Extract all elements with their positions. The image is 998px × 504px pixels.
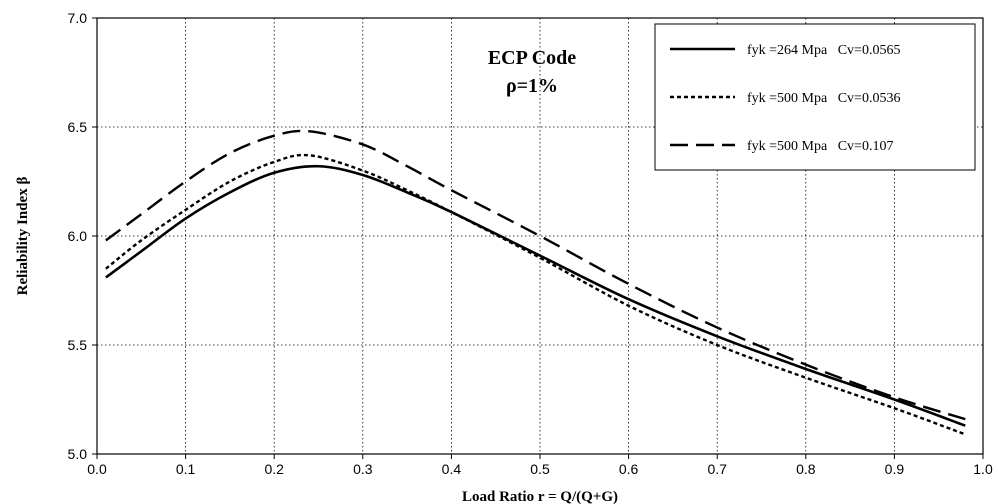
x-axis-title: Load Ratio r = Q/(Q+G) xyxy=(462,489,618,504)
x-tick-label: 0.6 xyxy=(619,461,639,477)
y-tick-label: 7.0 xyxy=(68,10,88,26)
x-tick-label: 0.8 xyxy=(796,461,816,477)
x-tick-label: 0.9 xyxy=(885,461,905,477)
series-line-3 xyxy=(105,129,966,421)
x-tick-label: 0.2 xyxy=(264,461,284,477)
legend: fyk =264 Mpa Cv=0.0565 fyk =500 Mpa Cv=0.… xyxy=(654,23,976,171)
y-tick-label: 5.0 xyxy=(68,446,88,462)
series-line-1 xyxy=(105,164,966,427)
x-tick-label: 1.0 xyxy=(973,461,993,477)
y-tick-label: 6.0 xyxy=(68,228,88,244)
x-tick-label: 0.4 xyxy=(442,461,462,477)
series-line-2 xyxy=(105,153,966,436)
series-lines xyxy=(105,129,966,436)
x-tick-label: 0.7 xyxy=(707,461,727,477)
y-tick-label: 6.5 xyxy=(68,119,88,135)
x-tick-label: 0.1 xyxy=(176,461,196,477)
x-tick-label: 0.5 xyxy=(530,461,550,477)
annotation-code: ECP Code xyxy=(488,47,576,69)
y-axis-title: Reliability Index β xyxy=(15,177,31,296)
annotation-rho: ρ=1% xyxy=(506,75,558,97)
y-tick-label: 5.5 xyxy=(68,337,88,353)
legend-label-3: fyk =500 Mpa Cv=0.107 xyxy=(747,139,893,154)
axis-ticks: 0.0 0.1 0.2 0.3 0.4 0.5 0.6 0.7 0.8 0.9 1.0 5.0 5.5 6… xyxy=(68,10,993,477)
x-tick-label: 0.3 xyxy=(353,461,373,477)
legend-label-2: fyk =500 Mpa Cv=0.0536 xyxy=(747,91,900,106)
x-tick-label: 0.0 xyxy=(87,461,107,477)
legend-label-1: fyk =264 Mpa Cv=0.0565 xyxy=(747,43,900,58)
